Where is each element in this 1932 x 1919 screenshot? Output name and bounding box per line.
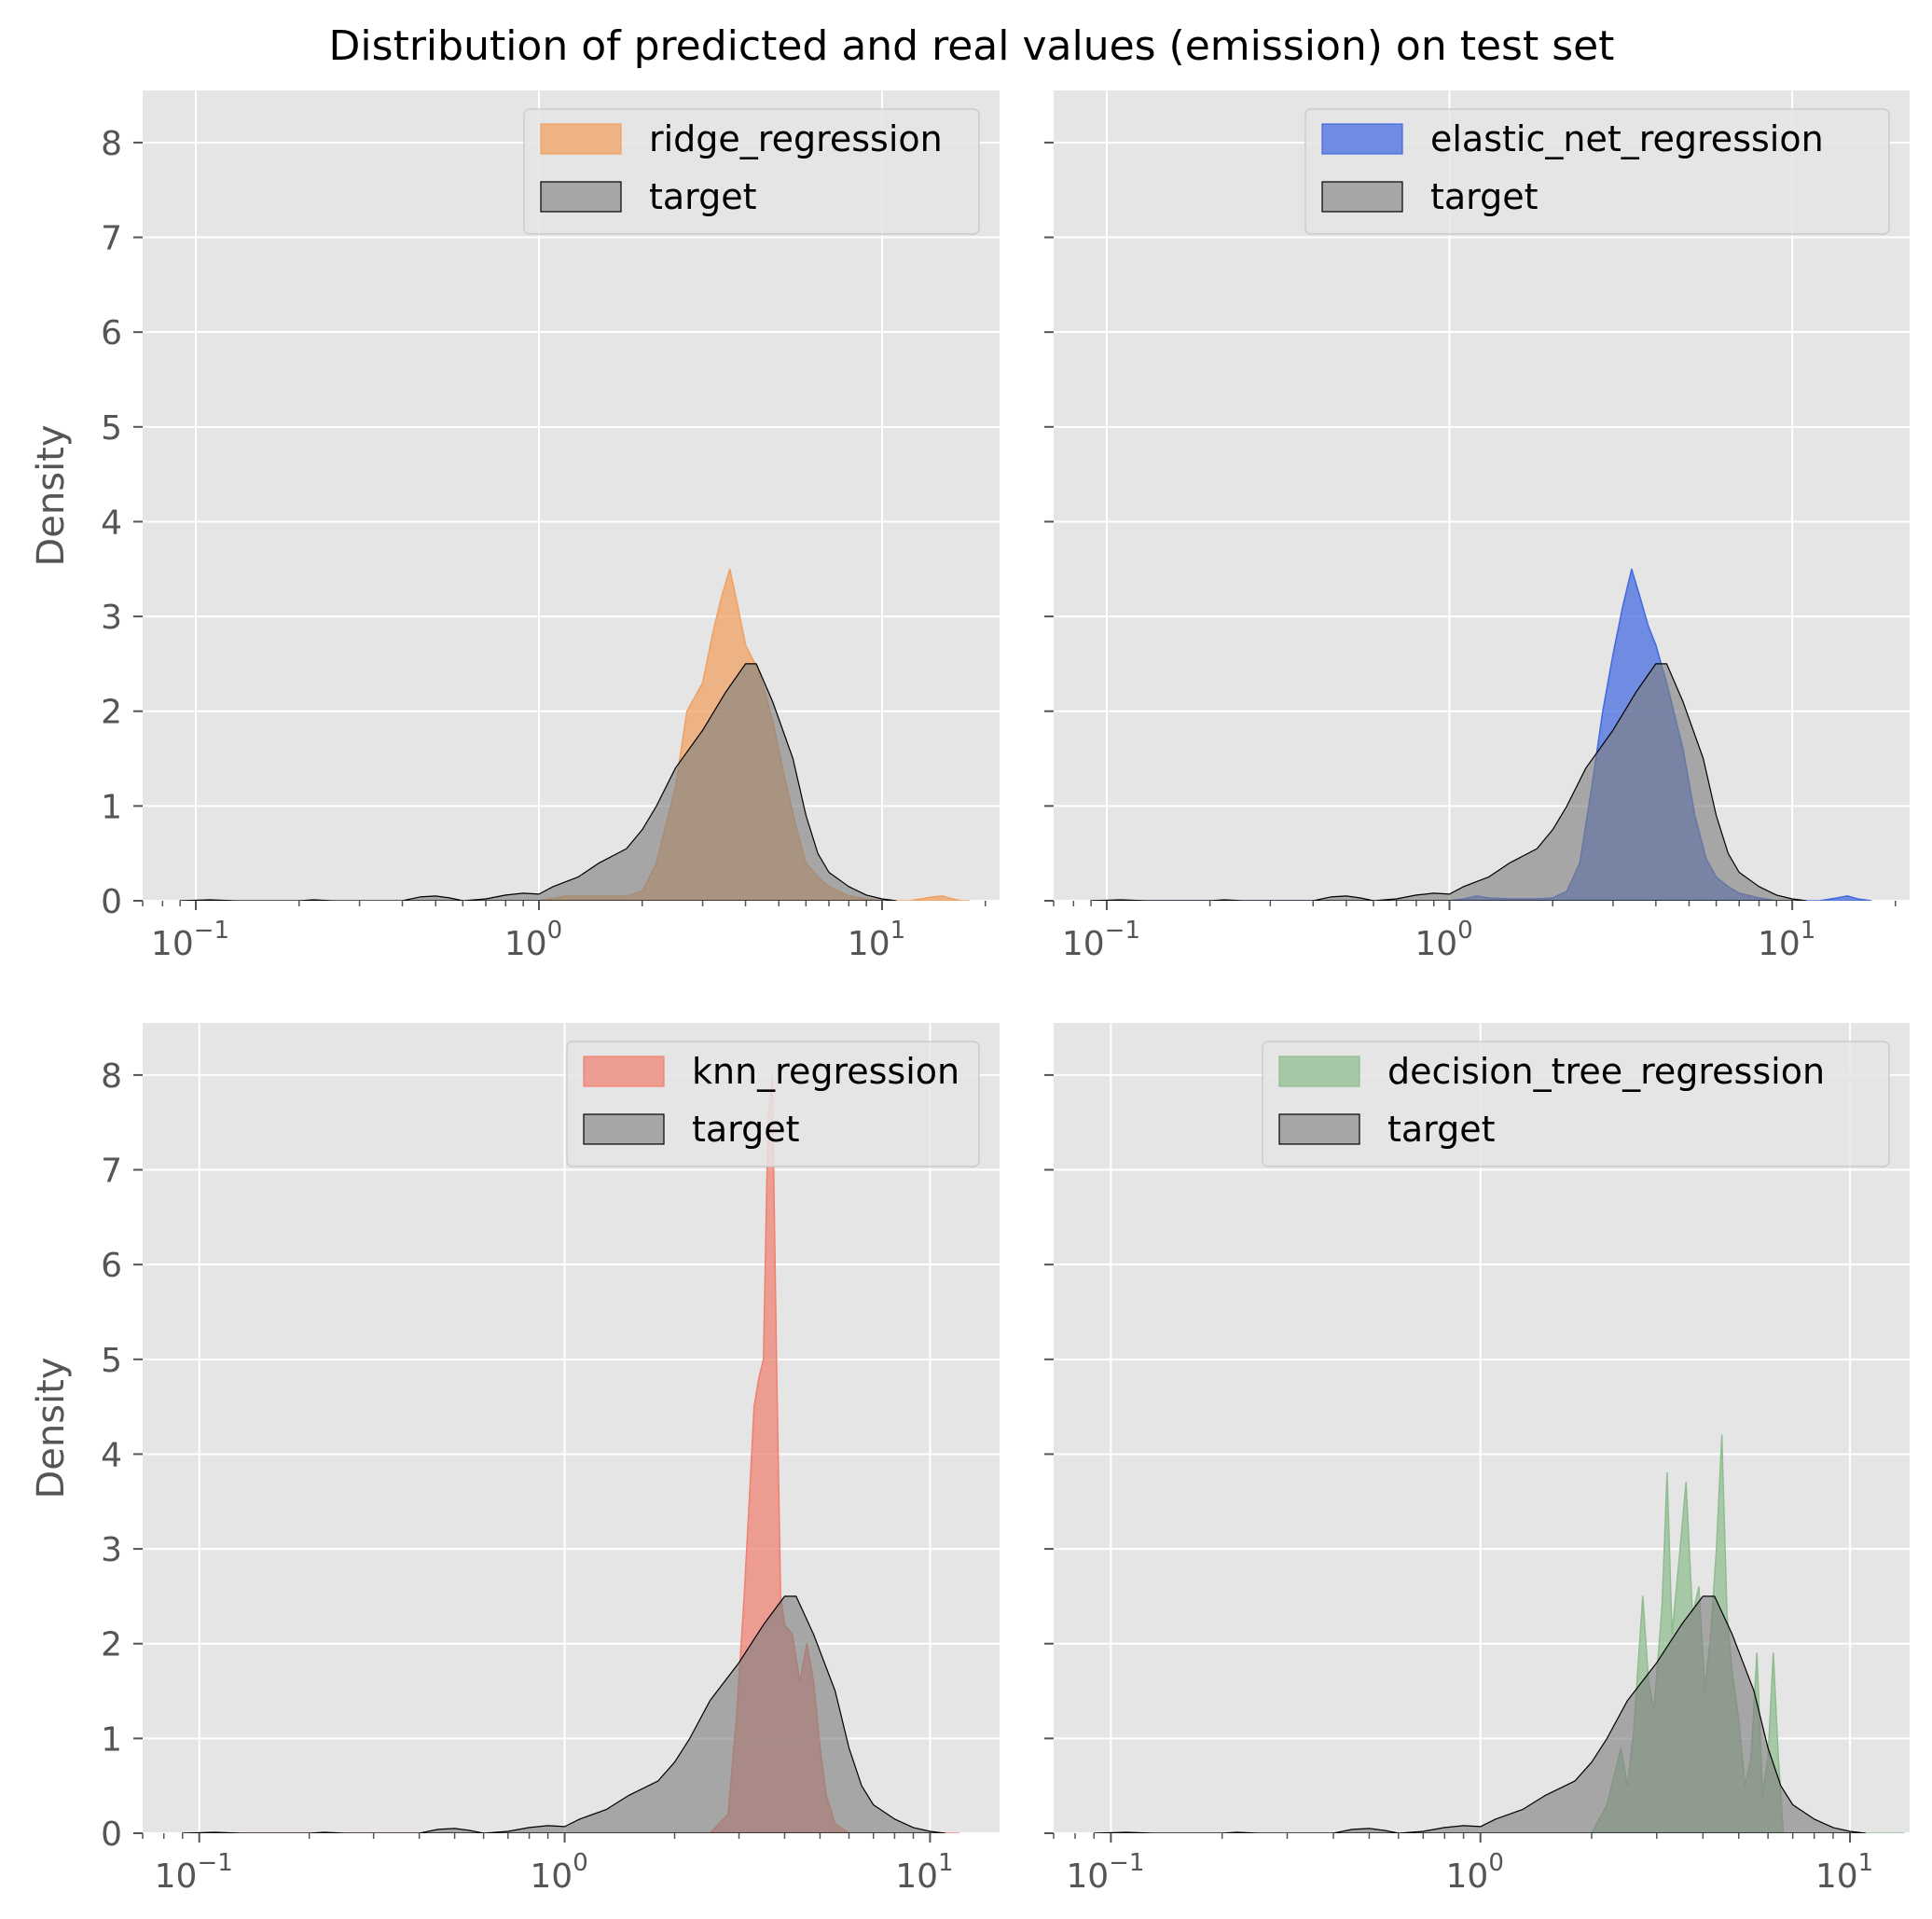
legend-label-elastic-net-regression: elastic_net_regression	[1430, 118, 1824, 159]
x-tick-label: 101	[1815, 1849, 1873, 1896]
legend-swatch-target	[583, 1113, 665, 1145]
x-tick-label: 101	[848, 917, 905, 963]
x-tick-label: 10−1	[155, 1849, 233, 1896]
x-tick-label: 100	[1414, 917, 1472, 963]
x-tick-label: 101	[1758, 917, 1815, 963]
x-tick-label: 10−1	[151, 917, 229, 963]
legend-frame	[1262, 1041, 1890, 1167]
x-tick-label: 10−1	[1062, 917, 1140, 963]
figure-title: Distribution of predicted and real value…	[329, 22, 1615, 70]
y-tick-label: 5	[101, 1342, 122, 1380]
x-tick-label: 100	[504, 917, 562, 963]
y-tick-label: 2	[101, 1626, 122, 1664]
y-tick-label: 6	[101, 1247, 122, 1285]
legend-label-ridge-regression: ridge_regression	[649, 118, 943, 159]
legend-label-target: target	[1430, 176, 1539, 217]
y-tick-label: 7	[101, 220, 122, 258]
y-tick-label: 1	[101, 788, 122, 826]
legend-label-target: target	[649, 176, 757, 217]
density-area-target	[179, 663, 897, 901]
y-tick-label: 7	[101, 1153, 122, 1191]
y-tick-label: 4	[101, 504, 122, 542]
x-tick-label: 101	[895, 1849, 953, 1896]
legend-swatch-target	[540, 181, 622, 213]
legend-frame	[1304, 108, 1890, 235]
y-tick-label: 3	[101, 599, 122, 637]
series-group	[1093, 1434, 1905, 1833]
x-tick-label: 100	[530, 1849, 587, 1896]
y-tick-label: 1	[101, 1720, 122, 1759]
density-area-target	[182, 1595, 946, 1833]
legend-frame	[566, 1041, 980, 1167]
legend-swatch-ridge-regression	[540, 123, 622, 155]
y-axis-label: Density	[30, 424, 73, 566]
x-tick-label: 10−1	[1066, 1849, 1144, 1896]
y-tick-label: 2	[101, 694, 122, 732]
y-tick-label: 5	[101, 409, 122, 448]
legend-label-decision-tree-regression: decision_tree_regression	[1387, 1051, 1825, 1092]
legend-swatch-knn-regression	[583, 1056, 665, 1087]
y-tick-label: 4	[101, 1436, 122, 1474]
y-tick-label: 6	[101, 314, 122, 352]
legend-swatch-target	[1278, 1113, 1360, 1145]
legend-label-target: target	[1387, 1109, 1496, 1150]
legend-label-knn-regression: knn_regression	[692, 1051, 959, 1092]
y-axis-label: Density	[30, 1357, 73, 1498]
y-tick-label: 0	[101, 1815, 122, 1854]
subplot-ridge-regression: 0 1 2 3 4 5 6 7 8 Density 10−1 100 101 ridge_regressi…	[30, 90, 1000, 963]
legend-swatch-target	[1321, 181, 1403, 213]
legend-swatch-decision-tree-regression	[1278, 1056, 1360, 1087]
x-tick-label: 100	[1446, 1849, 1504, 1896]
legend-label-target: target	[692, 1109, 800, 1150]
y-tick-label: 8	[101, 125, 122, 163]
legend-frame	[523, 108, 980, 235]
y-tick-label: 8	[101, 1057, 122, 1096]
series-group	[182, 1074, 960, 1833]
subplot-knn-regression: 0 1 2 3 4 5 6 7 8 Density 10−1 100 101 knn_regression…	[30, 1023, 1000, 1896]
legend-swatch-elastic-net-regression	[1321, 123, 1403, 155]
density-area-target	[1090, 663, 1807, 901]
series-group	[1090, 568, 1872, 901]
series-group	[179, 568, 971, 901]
y-tick-label: 0	[101, 883, 122, 921]
y-tick-label: 3	[101, 1531, 122, 1569]
density-area-target	[1093, 1595, 1867, 1833]
